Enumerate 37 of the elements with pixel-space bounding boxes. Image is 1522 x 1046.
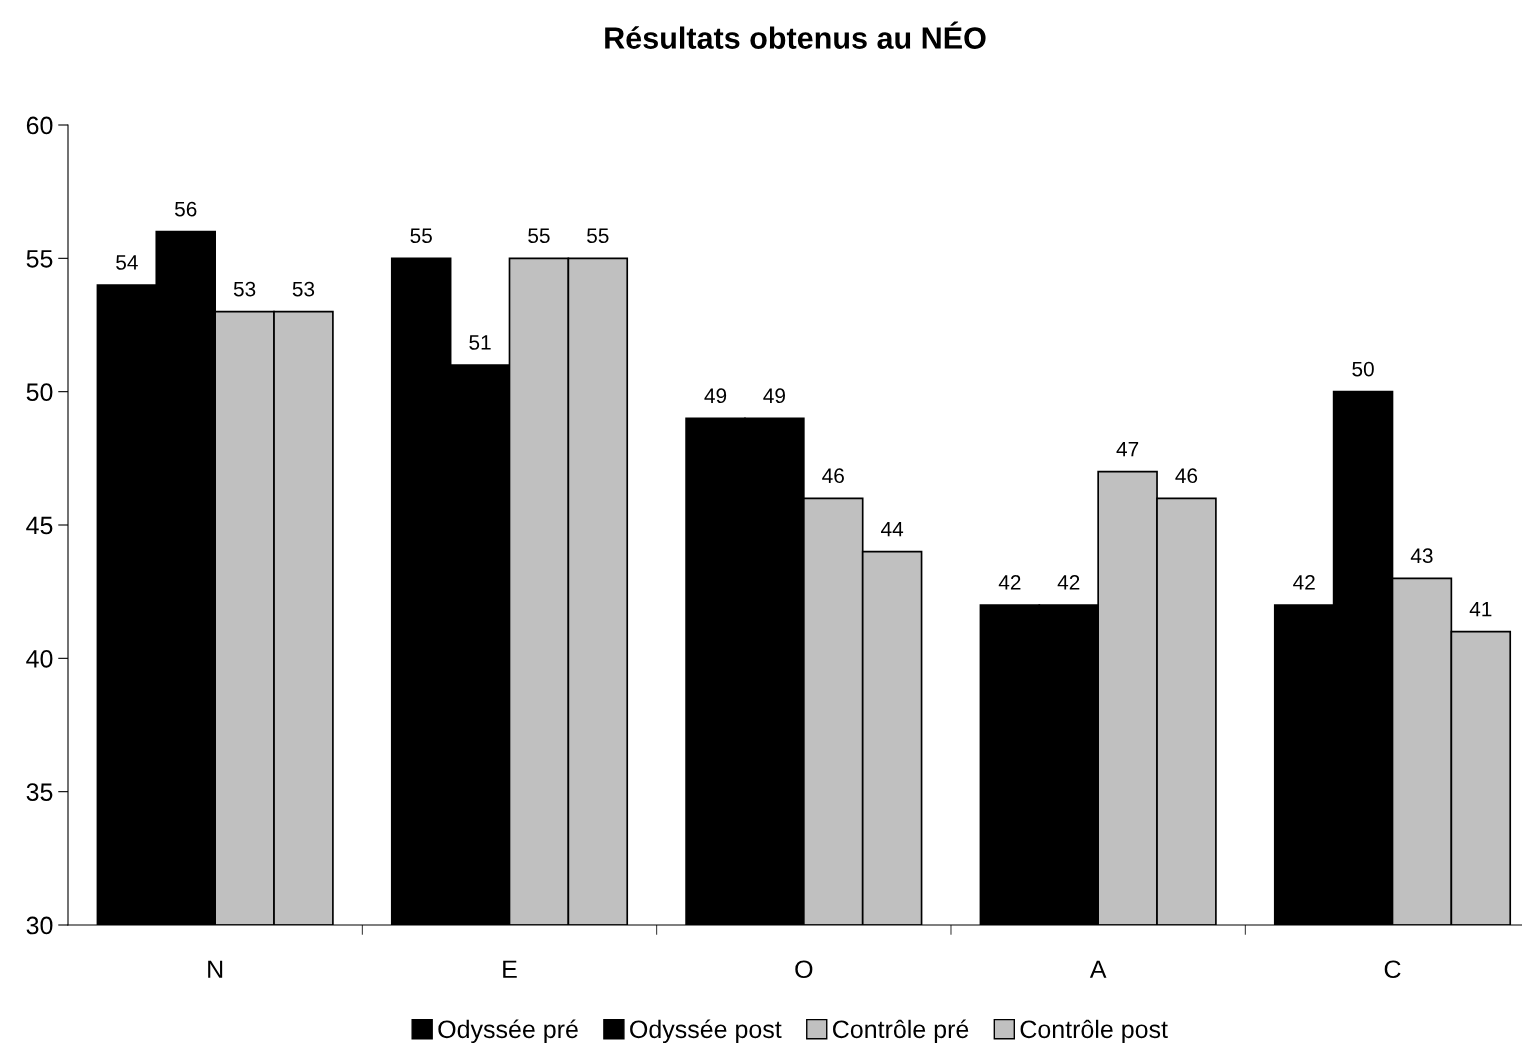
y-tick-label: 30 <box>26 916 53 935</box>
data-label: 42 <box>1057 575 1080 590</box>
x-tick-label: A <box>1089 960 1107 978</box>
data-label: 49 <box>704 388 727 404</box>
data-label: 47 <box>1116 441 1139 457</box>
data-label: 53 <box>292 281 315 297</box>
data-label: 55 <box>587 228 609 244</box>
data-label: 46 <box>1175 468 1198 484</box>
x-tick-label: O <box>795 960 813 979</box>
data-label: 53 <box>233 281 256 297</box>
legend-label: Odyssée pré <box>438 1019 578 1044</box>
data-label: 55 <box>410 228 432 244</box>
data-label: 49 <box>763 388 785 404</box>
data-label: 42 <box>1293 575 1315 590</box>
data-label: 43 <box>1410 548 1433 564</box>
y-tick-label: 35 <box>26 783 53 801</box>
data-label: 42 <box>998 575 1021 590</box>
x-tick-label: C <box>1384 960 1401 979</box>
y-tick-label: 50 <box>26 383 53 401</box>
y-tick-label: 40 <box>26 649 53 668</box>
data-label: 56 <box>174 201 197 217</box>
data-label: 41 <box>1469 601 1492 617</box>
data-label: 50 <box>1352 361 1374 377</box>
y-tick-label: 45 <box>26 516 53 535</box>
data-label: 44 <box>881 521 904 537</box>
legend-label: Odyssée post <box>630 1019 782 1044</box>
data-label: 51 <box>469 335 491 350</box>
data-label: 46 <box>822 468 844 484</box>
data-label: 55 <box>528 228 550 244</box>
y-tick-label: 60 <box>26 116 53 135</box>
x-tick-label: E <box>503 960 517 978</box>
x-tick-label: N <box>208 960 223 978</box>
data-label: 54 <box>116 255 138 270</box>
legend-label: Contrôle pré <box>833 1019 969 1044</box>
chart-title: Résultats obtenus au NÉO <box>605 21 986 49</box>
legend-label: Contrôle post <box>1020 1019 1168 1044</box>
y-tick-label: 55 <box>26 250 53 268</box>
